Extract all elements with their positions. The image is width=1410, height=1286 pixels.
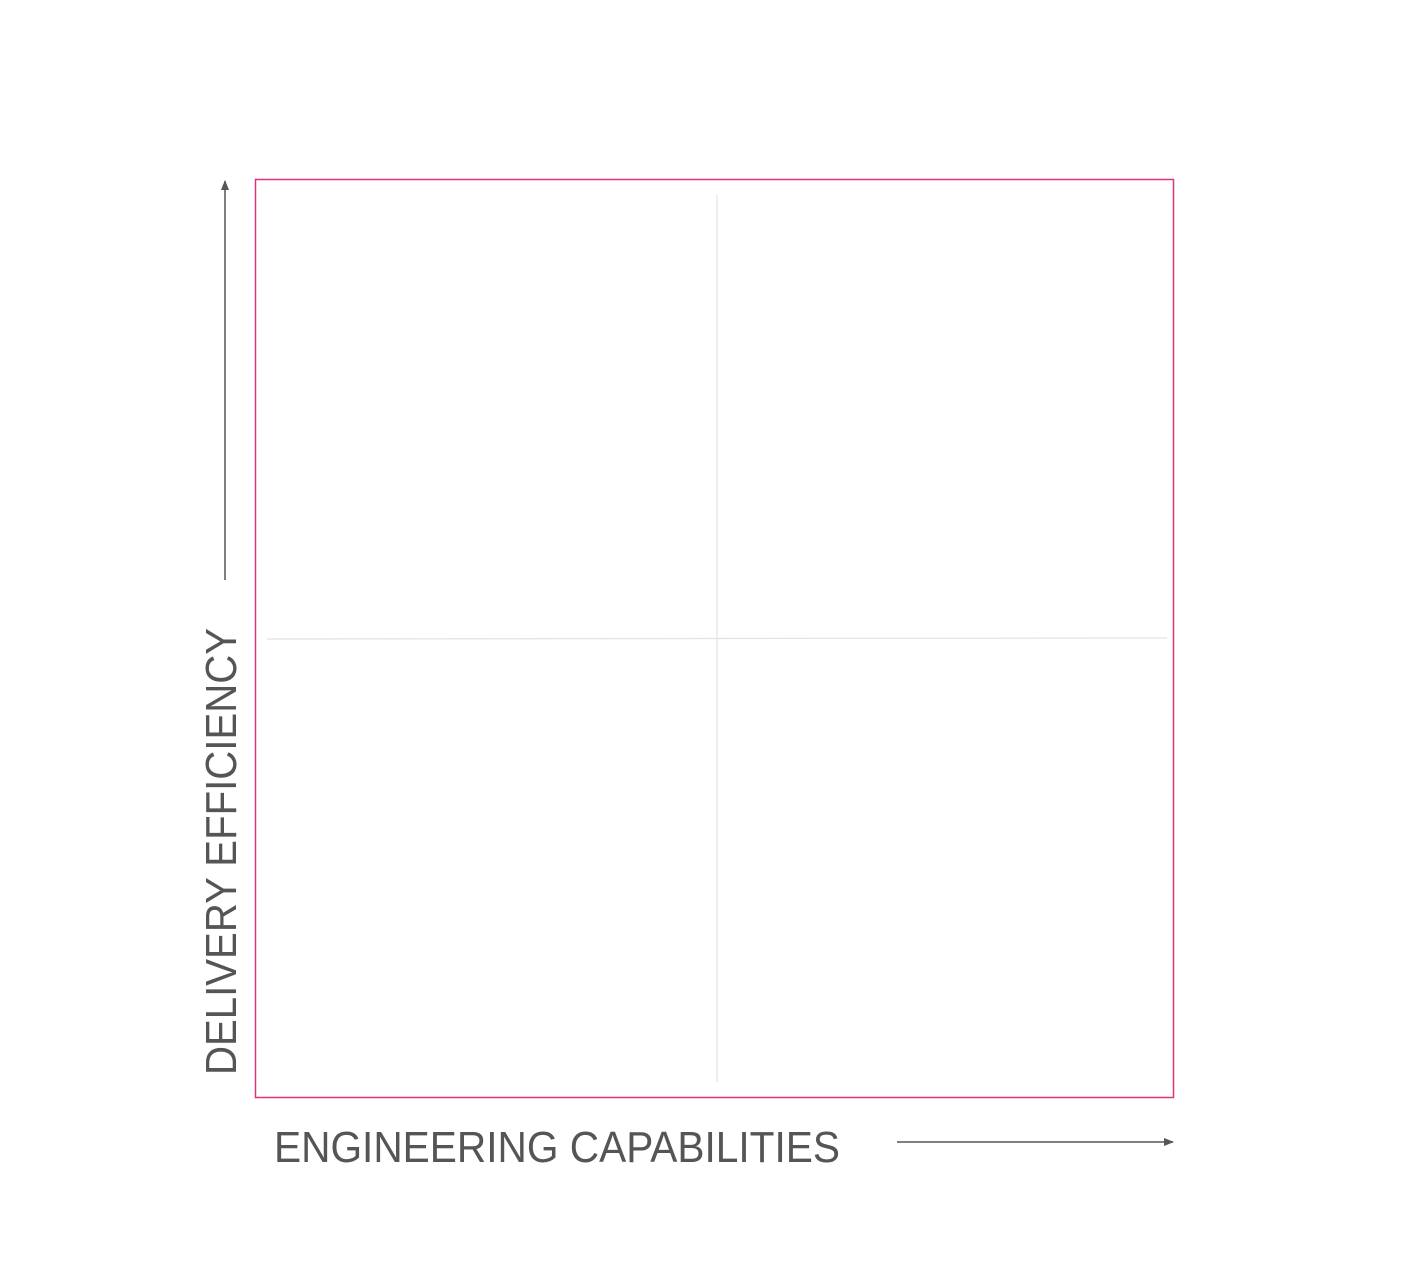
y-axis-label: DELIVERY EFFICIENCY (197, 628, 246, 1075)
x-axis-label: ENGINEERING CAPABILITIES (274, 1123, 840, 1172)
horizontal-divider (266, 637, 1168, 640)
